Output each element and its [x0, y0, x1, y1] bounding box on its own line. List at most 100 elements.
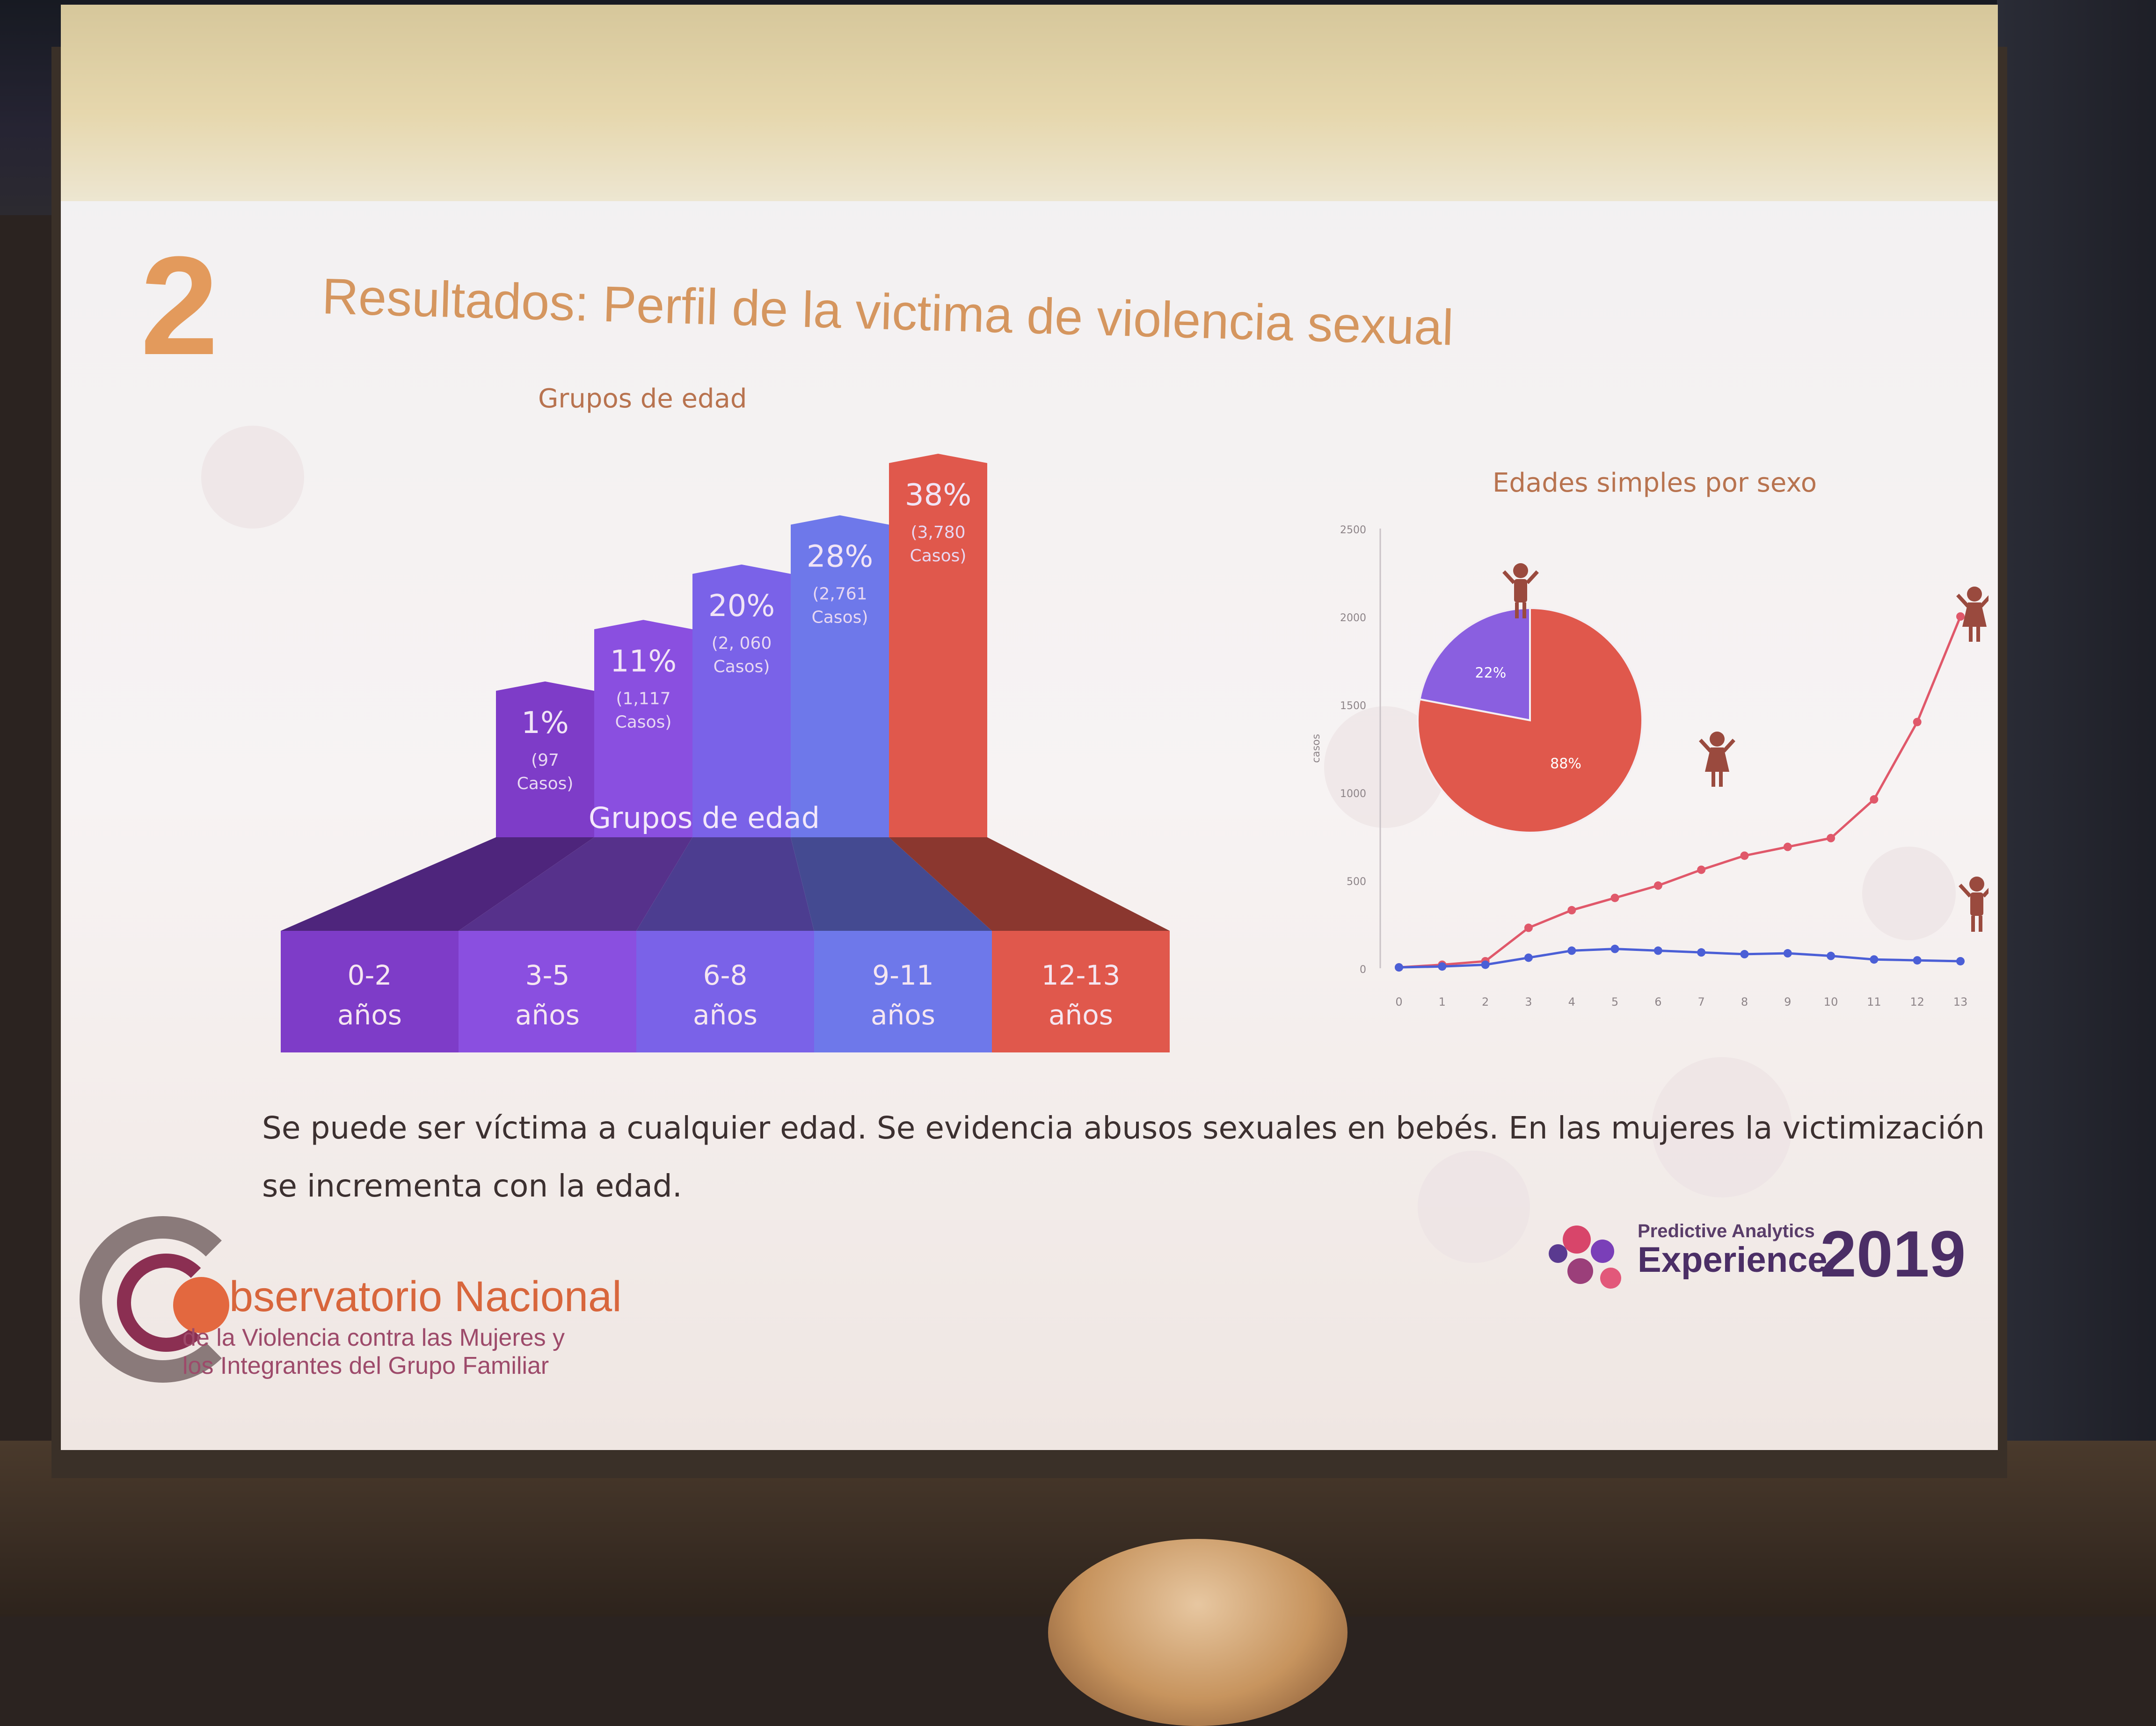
- bar-cases-label: (3,780: [910, 523, 965, 542]
- x-tick-label: 11: [1867, 995, 1881, 1008]
- category-label: años: [337, 999, 402, 1031]
- base-slope: [889, 837, 1170, 931]
- girl-figure-icon-dress: [1962, 602, 1987, 627]
- presentation-slide: 2 Resultados: Perfil de la victima de vi…: [61, 5, 1998, 1450]
- x-tick-label: 8: [1741, 995, 1748, 1008]
- girl-figure-icon-leg: [1976, 626, 1980, 642]
- category-label: 9-11: [872, 959, 934, 991]
- boy-figure-icon-body: [1514, 579, 1527, 602]
- slide-title: Resultados: Perfil de la victima de viol…: [321, 267, 1455, 356]
- boy-figure-icon: [1502, 563, 1539, 618]
- y-axis-label: casos: [1311, 734, 1322, 763]
- event-mark-icon: [1549, 1244, 1567, 1263]
- series-point: [1827, 951, 1836, 960]
- series-point: [1653, 946, 1662, 955]
- background-dot: [1862, 847, 1956, 940]
- category-label: 0-2: [348, 959, 392, 991]
- series-point: [1783, 949, 1792, 958]
- logo-title: bservatorio Nacional: [229, 1273, 622, 1320]
- y-tick-label: 500: [1347, 876, 1366, 888]
- bar-percent-label: 1%: [521, 706, 569, 740]
- x-tick-label: 4: [1568, 995, 1575, 1008]
- bar-percent-label: 38%: [905, 478, 971, 513]
- event-year: 2019: [1820, 1217, 1966, 1291]
- caption-line-2: se incrementa con la edad.: [262, 1168, 682, 1204]
- background-dot: [201, 426, 304, 529]
- observatorio-logo: bservatorio Nacional de la Violencia con…: [61, 1202, 763, 1427]
- category-label: años: [871, 999, 935, 1031]
- pie-slice-label: 22%: [1475, 665, 1507, 681]
- x-tick-label: 3: [1525, 995, 1532, 1008]
- bar-cases-label: Casos): [812, 608, 868, 627]
- caption-line-1: Se puede ser víctima a cualquier edad. S…: [262, 1110, 1985, 1146]
- bar-cases-label: (97: [531, 751, 559, 770]
- girl-figure-icon-head: [1967, 587, 1982, 602]
- series-point: [1524, 953, 1533, 962]
- boy-figure-icon-arm: [1982, 888, 1988, 898]
- series-point: [1870, 955, 1879, 964]
- series-point: [1827, 834, 1836, 842]
- category-label: 3-5: [525, 959, 570, 991]
- slide-header-band: [61, 5, 1998, 201]
- category-box: [281, 931, 459, 1052]
- pie-slice: [1418, 607, 1531, 722]
- event-mark-icon: [1591, 1240, 1614, 1263]
- age-group-bar-chart: 0-2 años 3-5 años 6-8 años 9-11 años 12-13 años 1%…: [281, 454, 1170, 1052]
- section-number: 2: [140, 227, 219, 384]
- background-dot: [1418, 1151, 1530, 1263]
- series-point: [1438, 962, 1447, 971]
- boy-figure-icon-leg: [1522, 602, 1526, 618]
- series-point: [1870, 795, 1879, 804]
- category-label: 6-8: [703, 959, 748, 991]
- boy-figure-icon-arm: [1959, 884, 1972, 898]
- x-tick-label: 10: [1824, 995, 1838, 1008]
- girl-figure-icon-arm: [1956, 594, 1969, 608]
- room-wall-right: [1997, 0, 2156, 1617]
- x-tick-label: 5: [1611, 995, 1618, 1008]
- event-small-text: Predictive Analytics: [1638, 1221, 1815, 1241]
- bar-cases-label: Casos): [615, 712, 672, 732]
- boy-figure-icon-arm: [1526, 570, 1539, 584]
- bar: [791, 515, 889, 837]
- bar: [692, 564, 791, 837]
- boy-figure-icon-leg: [1515, 602, 1519, 618]
- series-point: [1913, 718, 1922, 726]
- series-line: [1398, 948, 1961, 969]
- bar-cases-label: (2,761: [812, 585, 867, 604]
- category-box: [636, 931, 814, 1052]
- bar-cases-label: Casos): [517, 774, 574, 793]
- girl-figure-icon-leg: [1719, 771, 1723, 787]
- boy-figure-icon-leg: [1979, 916, 1982, 932]
- girl-figure-icon-dress: [1705, 747, 1729, 772]
- bar-percent-label: 20%: [708, 589, 775, 624]
- series-point: [1481, 960, 1490, 969]
- series-point: [1913, 956, 1922, 965]
- series-point: [1567, 946, 1576, 955]
- girl-figure-icon-head: [1710, 732, 1725, 747]
- series-point: [1653, 881, 1662, 890]
- series-point: [1956, 957, 1965, 965]
- category-label: años: [515, 999, 580, 1031]
- series-point: [1697, 948, 1706, 957]
- x-tick-label: 9: [1784, 995, 1791, 1008]
- logo-subtitle-line-1: de la Violencia contra las Mujeres y: [182, 1324, 565, 1351]
- series-line: [1398, 616, 1962, 969]
- y-tick-label: 1000: [1340, 788, 1366, 800]
- category-label: años: [1049, 999, 1113, 1031]
- series-point: [1567, 906, 1576, 914]
- base-slope: [791, 837, 992, 931]
- pie-slice-label: 88%: [1550, 755, 1581, 772]
- bar-cases-label: Casos): [714, 657, 770, 676]
- slide-caption: Se puede ser víctima a cualquier edad. S…: [262, 1099, 1998, 1215]
- bar-percent-label: 11%: [610, 644, 677, 679]
- bar: [594, 620, 692, 837]
- series-point: [1783, 842, 1792, 851]
- x-tick-label: 12: [1910, 995, 1924, 1008]
- girl-figure-icon-leg: [1712, 771, 1715, 787]
- series-point: [1610, 893, 1619, 902]
- bar-chart-title: Grupos de edad: [538, 384, 747, 414]
- boy-figure-icon-leg: [1971, 916, 1975, 932]
- girl-figure-icon: [1699, 732, 1735, 787]
- series-point: [1395, 963, 1403, 972]
- bar-cases-label: (2, 060: [712, 634, 772, 653]
